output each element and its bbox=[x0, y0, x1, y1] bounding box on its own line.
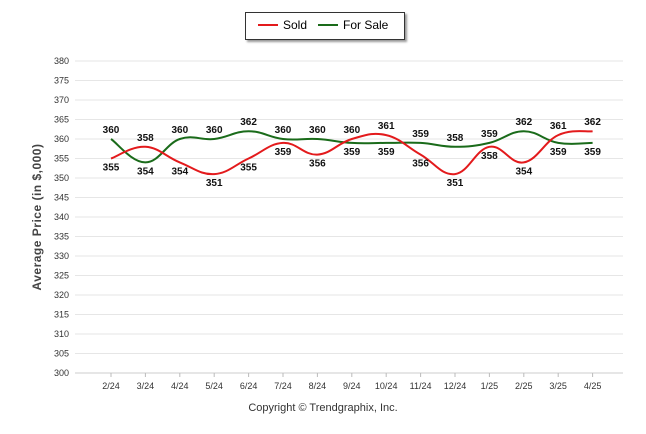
x-tick-label: 8/24 bbox=[309, 381, 327, 391]
grid-lines bbox=[75, 60, 623, 374]
y-tick-label: 300 bbox=[54, 368, 69, 378]
x-tick-label: 3/25 bbox=[549, 381, 567, 391]
data-label-for-sale: 354 bbox=[137, 166, 154, 177]
y-tick-label: 370 bbox=[54, 95, 69, 105]
data-label-sold: 362 bbox=[584, 117, 601, 128]
sold-swatch-icon bbox=[258, 23, 278, 26]
x-tick-label: 5/24 bbox=[205, 381, 223, 391]
data-label-sold: 358 bbox=[137, 133, 154, 144]
y-tick-label: 310 bbox=[54, 329, 69, 339]
series-lines bbox=[110, 130, 593, 176]
x-tick-label: 3/24 bbox=[137, 381, 155, 391]
data-label-sold: 351 bbox=[206, 178, 223, 189]
x-tick-label: 4/25 bbox=[584, 381, 602, 391]
data-label-for-sale: 362 bbox=[240, 117, 257, 128]
y-tick-label: 305 bbox=[54, 349, 69, 359]
data-label-for-sale: 360 bbox=[309, 125, 326, 136]
data-label-for-sale: 360 bbox=[103, 125, 120, 136]
x-tick-label: 6/24 bbox=[240, 381, 258, 391]
data-label-sold: 354 bbox=[515, 166, 532, 177]
data-label-for-sale: 358 bbox=[447, 133, 464, 144]
x-tick-label: 2/25 bbox=[515, 381, 533, 391]
data-label-sold: 351 bbox=[447, 178, 464, 189]
legend-label-for-sale: For Sale bbox=[343, 18, 389, 32]
data-label-for-sale: 360 bbox=[206, 125, 223, 136]
data-label-for-sale: 359 bbox=[481, 129, 498, 140]
x-tick-label: 9/24 bbox=[343, 381, 361, 391]
y-axis-ticks: 300 305 310 315 320 325 330 335 340 345 350 355 360 3… bbox=[54, 56, 69, 378]
data-label-sold: 359 bbox=[275, 147, 292, 158]
x-axis-ticks: 2/24 3/24 4/24 5/24 6/24 7/24 8/24 9/24 10/24 11/… bbox=[102, 373, 601, 391]
y-tick-label: 355 bbox=[54, 154, 69, 164]
data-label-for-sale: 360 bbox=[275, 125, 292, 136]
data-label-for-sale: 359 bbox=[550, 147, 567, 158]
legend-item-sold[interactable]: Sold bbox=[258, 18, 307, 32]
data-label-for-sale: 360 bbox=[171, 125, 188, 136]
data-label-sold: 355 bbox=[240, 163, 257, 174]
legend-item-for-sale[interactable]: For Sale bbox=[318, 18, 388, 32]
data-label-for-sale: 359 bbox=[584, 147, 601, 158]
x-tick-label: 7/24 bbox=[274, 381, 292, 391]
x-tick-label: 4/24 bbox=[171, 381, 189, 391]
series-line-sold bbox=[110, 130, 593, 176]
x-tick-label: 2/24 bbox=[102, 381, 120, 391]
y-tick-label: 375 bbox=[54, 76, 69, 86]
y-tick-label: 345 bbox=[54, 193, 69, 203]
data-label-for-sale: 359 bbox=[343, 147, 360, 158]
series-line-for-sale bbox=[110, 130, 593, 164]
copyright-footer: Copyright © Trendgraphix, Inc. bbox=[248, 402, 398, 414]
y-tick-label: 335 bbox=[54, 232, 69, 242]
x-tick-label: 1/25 bbox=[481, 381, 499, 391]
data-label-sold: 356 bbox=[309, 159, 326, 170]
data-label-for-sale: 359 bbox=[378, 147, 395, 158]
y-tick-label: 325 bbox=[54, 271, 69, 281]
data-label-sold: 361 bbox=[550, 121, 567, 132]
y-axis-label: Average Price (in $,000) bbox=[30, 143, 44, 291]
data-label-sold: 358 bbox=[481, 151, 498, 162]
x-tick-label: 10/24 bbox=[375, 381, 398, 391]
y-tick-label: 360 bbox=[54, 134, 69, 144]
y-tick-label: 330 bbox=[54, 251, 69, 261]
y-tick-label: 365 bbox=[54, 115, 69, 125]
data-labels: 360 355 358 354 360 354 360 351 362 355 360 359 360 3… bbox=[103, 117, 602, 189]
y-tick-label: 350 bbox=[54, 173, 69, 183]
data-label-sold: 360 bbox=[343, 125, 360, 136]
data-label-for-sale: 359 bbox=[412, 129, 429, 140]
y-tick-label: 380 bbox=[54, 56, 69, 66]
y-tick-label: 340 bbox=[54, 212, 69, 222]
y-tick-label: 320 bbox=[54, 290, 69, 300]
legend: Sold For Sale bbox=[245, 12, 405, 40]
data-label-for-sale: 362 bbox=[515, 117, 532, 128]
x-tick-label: 11/24 bbox=[410, 381, 432, 391]
x-tick-label: 12/24 bbox=[444, 381, 467, 391]
y-tick-label: 315 bbox=[54, 310, 69, 320]
data-label-sold: 354 bbox=[171, 166, 188, 177]
for-sale-swatch-icon bbox=[318, 23, 338, 26]
data-label-sold: 361 bbox=[378, 121, 395, 132]
legend-label-sold: Sold bbox=[283, 18, 308, 32]
data-label-sold: 355 bbox=[103, 163, 120, 174]
data-label-sold: 356 bbox=[412, 159, 429, 170]
